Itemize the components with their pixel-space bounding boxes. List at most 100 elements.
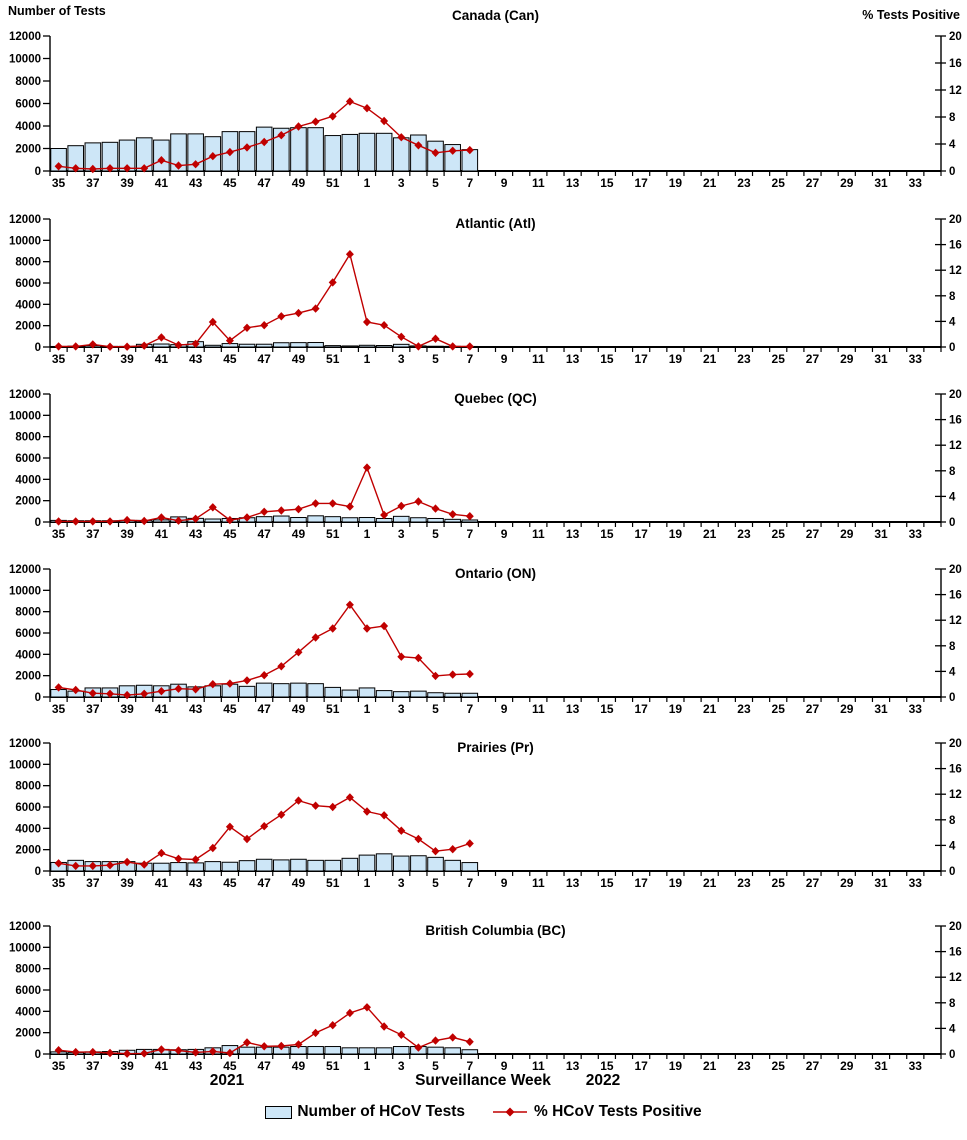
x-tick-label: 35 — [52, 702, 66, 716]
pct-marker — [345, 97, 354, 106]
x-tick-label: 23 — [737, 1059, 751, 1070]
bar — [273, 342, 290, 348]
x-tick-label: 17 — [634, 876, 648, 890]
right-tick-label: 0 — [949, 1049, 955, 1061]
x-tick-label: 17 — [634, 352, 648, 366]
x-tick-label: 39 — [120, 876, 134, 890]
pct-marker — [448, 845, 457, 854]
x-tick-label: 25 — [772, 527, 786, 541]
x-tick-label: 41 — [155, 702, 169, 716]
right-tick-label: 4 — [949, 840, 956, 852]
pct-marker — [431, 334, 440, 343]
panel-title: Canada (Can) — [452, 8, 539, 23]
bar — [341, 517, 359, 523]
x-axis-title: Surveillance Week — [415, 1072, 551, 1089]
bar — [444, 859, 461, 872]
bar — [375, 345, 393, 348]
right-tick-label: 0 — [949, 342, 955, 354]
pct-marker — [88, 689, 97, 698]
bar — [341, 1047, 359, 1055]
x-tick-label: 33 — [909, 527, 923, 541]
pct-marker — [414, 342, 423, 351]
left-tick-label: 12000 — [9, 921, 41, 933]
bar — [410, 855, 427, 872]
bar — [358, 687, 376, 698]
x-tick-label: 5 — [432, 176, 439, 190]
x-tick-label: 11 — [532, 1059, 545, 1070]
x-tick-label: 23 — [737, 352, 751, 366]
pct-marker — [345, 1008, 354, 1018]
pct-marker — [225, 515, 234, 525]
pct-marker — [277, 662, 286, 671]
x-tick-label: 9 — [501, 527, 508, 541]
x-tick-label: 11 — [532, 702, 545, 716]
pct-marker — [363, 624, 371, 633]
bar — [341, 857, 359, 872]
panel-title: Quebec (QC) — [454, 391, 537, 406]
bar — [255, 516, 273, 523]
pct-marker — [431, 1036, 440, 1045]
x-tick-label: 9 — [501, 176, 508, 190]
panel-canada-can: Canada (Can) 0 2000 4000 6000 8000 10000 12000 0… — [9, 8, 962, 190]
bar — [238, 343, 256, 348]
bar — [290, 342, 307, 348]
right-tick-label: 8 — [949, 998, 956, 1010]
pct-marker — [311, 801, 320, 810]
bar — [238, 685, 256, 698]
left-tick-label: 2000 — [15, 845, 41, 857]
pct-marker — [71, 861, 80, 871]
pct-marker — [174, 684, 183, 693]
pct-marker — [465, 342, 474, 351]
bar — [427, 345, 444, 348]
pct-marker — [123, 1049, 132, 1058]
x-tick-label: 15 — [600, 1059, 614, 1070]
pct-marker — [260, 137, 269, 147]
line-legend-label: % HCoV Tests Positive — [533, 1103, 702, 1120]
panel-title: Prairies (Pr) — [457, 740, 534, 755]
left-tick-label: 10000 — [9, 235, 41, 247]
pct-marker — [225, 679, 234, 688]
pct-marker — [225, 147, 234, 157]
x-tick-label: 45 — [223, 876, 237, 890]
bar — [324, 135, 342, 172]
pct-marker — [380, 621, 389, 631]
left-tick-label: 2000 — [15, 1028, 41, 1040]
x-tick-label: 23 — [737, 876, 751, 890]
pct-marker — [208, 1047, 217, 1056]
left-tick-label: 10000 — [9, 410, 41, 422]
x-tick-label: 43 — [189, 176, 203, 190]
bar — [204, 518, 222, 523]
x-tick-label: 1 — [364, 1059, 371, 1070]
pct-marker — [157, 1045, 166, 1054]
x-tick-label: 11 — [532, 876, 545, 890]
right-tick-label: 12 — [949, 615, 962, 627]
left-tick-label: 0 — [35, 692, 41, 704]
pct-marker — [106, 517, 114, 526]
left-tick-label: 12000 — [9, 31, 41, 43]
left-tick-label: 6000 — [15, 278, 41, 290]
bar — [461, 1049, 479, 1055]
x-tick-label: 51 — [326, 352, 340, 366]
bar — [427, 692, 444, 698]
left-tick-label: 4000 — [15, 1006, 41, 1018]
x-tick-label: 51 — [326, 702, 340, 716]
x-tick-label: 49 — [292, 352, 306, 366]
x-tick-label: 35 — [52, 1059, 66, 1070]
right-tick-label: 16 — [949, 947, 962, 959]
year-2022-label: 2022 — [585, 1072, 621, 1089]
bar — [307, 683, 324, 698]
x-tick-label: 21 — [703, 352, 717, 366]
x-tick-label: 37 — [86, 352, 100, 366]
pct-marker — [294, 796, 303, 805]
pct-marker — [363, 463, 371, 472]
pct-marker — [465, 145, 474, 155]
left-tick-label: 2000 — [15, 321, 41, 333]
pct-marker — [363, 104, 371, 113]
bar — [153, 139, 170, 172]
pct-marker — [345, 600, 354, 609]
x-tick-label: 37 — [86, 176, 100, 190]
panel-prairies-pr: Prairies (Pr) 0 2000 4000 6000 8000 10000 12000… — [9, 738, 962, 890]
x-tick-label: 41 — [155, 352, 169, 366]
x-tick-label: 29 — [840, 527, 854, 541]
